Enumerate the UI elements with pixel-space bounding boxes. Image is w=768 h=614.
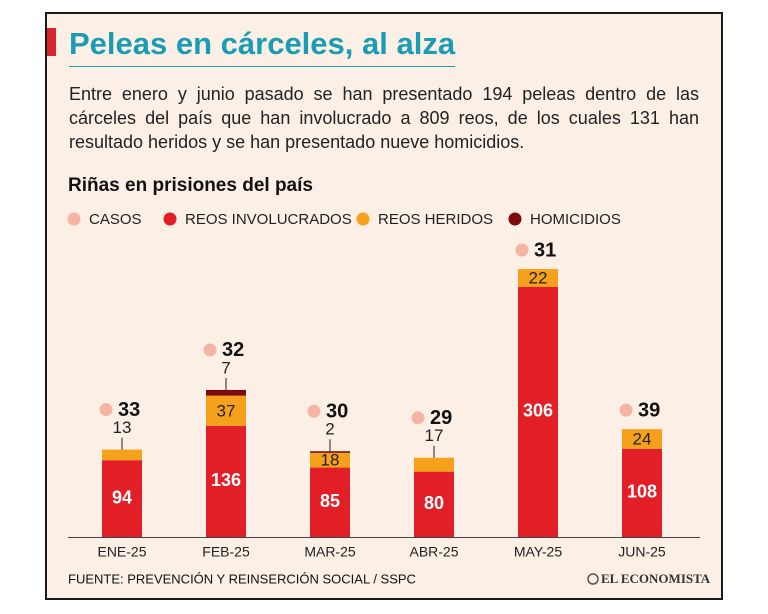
x-tick-label: MAR-25 [304,544,356,560]
data-label: 13 [113,418,132,437]
bar-segment [206,389,246,396]
title: Peleas en cárceles, al alza [69,26,456,67]
case-dot [307,404,321,418]
data-label: 18 [321,451,340,470]
legend-marker [356,212,370,226]
data-label: 80 [424,493,444,513]
data-label: 24 [633,429,652,448]
title-marker [47,28,56,56]
case-label: 30 [326,400,348,422]
case-label: 32 [222,339,244,361]
case-dot [99,403,113,417]
case-dot [203,343,217,357]
data-label: 94 [112,487,132,507]
bar-segment [518,286,558,537]
case-dot [619,403,633,417]
bar-segment [622,448,662,537]
bar-segment [310,451,350,453]
bar-segment [310,452,350,468]
case-label: 31 [534,239,556,261]
frame: Peleas en cárceles, al alza Entre enero … [45,12,723,600]
legend-marker [67,212,81,226]
x-tick-label: ENE-25 [97,544,146,560]
bar-segment [310,467,350,537]
legend-marker [508,212,522,226]
bar-segment [414,471,454,537]
case-label: 39 [638,399,660,421]
source: FUENTE: PREVENCIÓN Y REINSERCIÓN SOCIAL … [68,571,416,586]
bar-segment [206,395,246,426]
data-label: 306 [523,401,553,421]
bar-segment [102,449,142,461]
chart-title: Riñas en prisiones del país [68,175,313,196]
case-dot [411,411,425,425]
case-dot [515,243,529,257]
logo: EL ECONOMISTA [601,571,711,586]
case-label: 33 [118,399,140,421]
case-label: 29 [430,407,452,429]
data-label: 7 [221,358,230,377]
data-label: 85 [320,491,340,511]
data-label: 108 [627,482,657,502]
data-label: 17 [425,426,444,445]
x-tick-label: ABR-25 [409,544,458,560]
description: Entre enero y junio pasado se han presen… [69,84,699,152]
legend-label: CASOS [89,211,142,228]
data-label: 37 [217,401,236,420]
legend-label: HOMICIDIOS [530,211,621,228]
x-tick-label: FEB-25 [202,544,250,560]
bar-segment [206,425,246,537]
data-label: 2 [325,420,334,439]
data-label: 22 [529,268,548,287]
legend-marker [163,212,177,226]
legend-label: REOS HERIDOS [378,211,493,228]
bar-segment [518,269,558,287]
x-tick-label: MAY-25 [514,544,562,560]
bar-segment [102,460,142,537]
logo-icon [587,573,599,585]
bar-segment [414,457,454,472]
data-label: 136 [211,470,241,490]
x-tick-label: JUN-25 [618,544,666,560]
bar-segment [622,429,662,449]
legend-label: REOS INVOLUCRADOS [185,211,352,228]
